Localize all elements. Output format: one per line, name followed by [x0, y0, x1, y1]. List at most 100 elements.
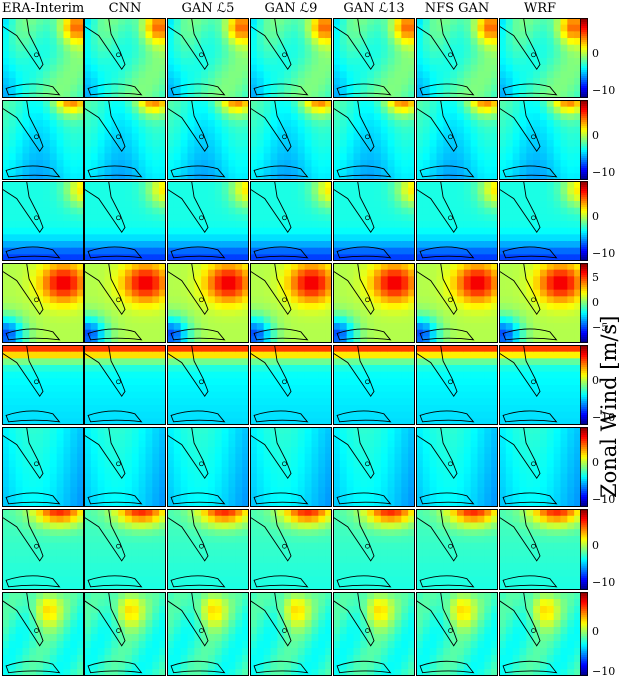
heatmap-cell	[235, 345, 243, 353]
heatmap-cell	[533, 221, 541, 229]
heatmap-cell	[374, 64, 382, 72]
heatmap-cell	[221, 303, 230, 311]
heatmap-cell	[201, 78, 209, 86]
heatmap-cell	[353, 140, 361, 148]
heatmap-cell	[56, 316, 65, 324]
heatmap-cell	[15, 289, 24, 297]
heatmap-cell	[304, 296, 313, 304]
heatmap-cell	[436, 106, 444, 114]
heatmap-cell	[346, 31, 355, 39]
heatmap-cell	[2, 378, 10, 386]
panel-frame	[250, 263, 332, 343]
heatmap-cell	[291, 227, 299, 235]
heatmap-cell	[463, 221, 472, 229]
heatmap-cell	[8, 358, 17, 366]
heatmap-cell	[22, 31, 30, 39]
heatmap-cell	[416, 234, 424, 242]
heatmap-cell	[567, 153, 575, 161]
heatmap-cell	[394, 106, 402, 114]
heatmap-cell	[36, 405, 44, 413]
heatmap-cell	[519, 113, 527, 121]
heatmap-cell	[43, 173, 51, 180]
heatmap-cell	[263, 269, 272, 277]
heatmap-cell	[408, 194, 415, 202]
heatmap-cell	[104, 276, 112, 284]
heatmap-cell	[2, 296, 10, 304]
heatmap-cell	[250, 160, 258, 168]
heatmap-cell	[90, 214, 99, 222]
heatmap-cell	[56, 227, 65, 235]
heatmap-cell	[346, 18, 355, 26]
heatmap-cell	[131, 241, 140, 249]
heatmap-cell	[208, 78, 216, 86]
heatmap-cell	[2, 316, 10, 324]
heatmap-cell	[291, 398, 299, 406]
heatmap-cell	[250, 140, 258, 148]
heatmap-cell	[22, 345, 30, 353]
heatmap-cell	[277, 276, 285, 284]
heatmap-cell	[49, 405, 58, 413]
heatmap-cell	[84, 241, 92, 249]
heatmap-cell	[228, 289, 236, 297]
heatmap-cell	[36, 418, 44, 425]
heatmap-cell	[8, 64, 17, 72]
heatmap-cell	[519, 58, 527, 66]
heatmap-cell	[484, 201, 492, 209]
heatmap-cell	[214, 398, 223, 406]
heatmap-cell	[63, 358, 71, 366]
heatmap-cell	[152, 160, 160, 168]
heatmap-cell	[15, 166, 24, 174]
heatmap-cell	[173, 126, 182, 134]
heatmap-cell	[567, 201, 575, 209]
heatmap-cell	[297, 201, 306, 209]
heatmap-cell	[152, 140, 160, 148]
heatmap-cell	[187, 309, 195, 317]
heatmap-cell	[104, 146, 112, 154]
heatmap-cell	[512, 316, 521, 324]
heatmap-cell	[111, 58, 119, 66]
heatmap-cell	[36, 241, 44, 249]
heatmap-cell	[8, 58, 17, 66]
heatmap-cell	[277, 173, 285, 180]
heatmap-cell	[56, 378, 65, 386]
heatmap-cell	[242, 194, 249, 202]
heatmap-cell	[512, 296, 521, 304]
heatmap-cell	[194, 296, 202, 304]
heatmap-cell	[221, 254, 230, 261]
heatmap-cell	[304, 140, 313, 148]
heatmap-cell	[519, 207, 527, 215]
heatmap-cell	[574, 336, 581, 343]
heatmap-cell	[56, 345, 65, 353]
heatmap-cell	[367, 241, 375, 249]
heatmap-cell	[256, 187, 265, 195]
heatmap-cell	[540, 283, 548, 291]
heatmap-cell	[540, 296, 548, 304]
heatmap-cell	[256, 276, 265, 284]
heatmap-cell	[173, 120, 182, 128]
heatmap-cell	[159, 378, 166, 386]
heatmap-cell	[235, 269, 243, 277]
heatmap-cell	[22, 309, 30, 317]
coastline-florida	[84, 18, 126, 70]
heatmap-cell	[43, 58, 51, 66]
heatmap-cell	[22, 241, 30, 249]
heatmap-cell	[450, 269, 458, 277]
heatmap-cell	[70, 140, 78, 148]
colorbar-segment	[580, 58, 588, 61]
heatmap-cell	[346, 91, 355, 98]
heatmap-cell	[380, 78, 389, 86]
heatmap-cell	[97, 234, 106, 242]
heatmap-cell	[56, 398, 65, 406]
heatmap-cell	[84, 126, 92, 134]
heatmap-cell	[29, 84, 37, 92]
heatmap-cell	[214, 106, 223, 114]
heatmap-cell	[491, 283, 498, 291]
heatmap-cell	[77, 160, 84, 168]
heatmap-cell	[36, 140, 44, 148]
heatmap-cell	[436, 187, 444, 195]
heatmap-cell	[49, 153, 58, 161]
heatmap-cell	[263, 378, 272, 386]
heatmap-cell	[304, 316, 313, 324]
heatmap-cell	[394, 296, 402, 304]
heatmap-cell	[477, 276, 485, 284]
